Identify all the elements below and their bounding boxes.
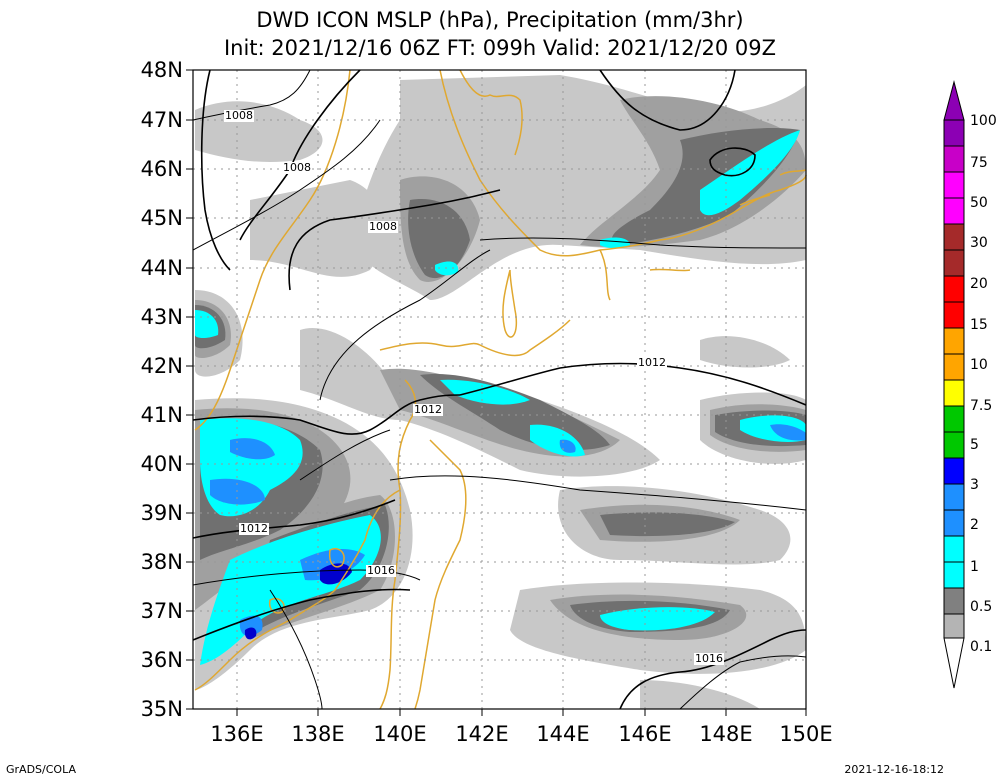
isobar-label: 1016 <box>694 652 724 665</box>
lat-label: 40N <box>140 452 183 476</box>
colorbar-label: 0.1 <box>970 639 993 655</box>
isobar-label: 1012 <box>413 403 443 416</box>
lat-label: 48N <box>140 58 183 82</box>
lat-label: 47N <box>140 108 183 132</box>
colorbar-top-arrow <box>943 80 965 121</box>
lon-label: 150E <box>779 722 833 746</box>
lat-label: 45N <box>140 206 183 230</box>
isobar-label: 1008 <box>282 161 312 174</box>
lon-label: 146E <box>618 722 672 746</box>
colorbar-label: 2 <box>970 517 979 533</box>
lon-label: 140E <box>373 722 427 746</box>
colorbar-label: 15 <box>970 317 988 333</box>
lat-label: 37N <box>140 599 183 623</box>
isobar-label: 1016 <box>366 564 396 577</box>
colorbar-label: 100 <box>970 113 997 129</box>
lon-label: 138E <box>291 722 345 746</box>
colorbar-label: 1 <box>970 559 979 575</box>
lat-label: 43N <box>140 305 183 329</box>
colorbar-label: 30 <box>970 235 988 251</box>
lat-label: 38N <box>140 550 183 574</box>
lat-label: 42N <box>140 354 183 378</box>
colorbar-bottom-arrow <box>943 637 965 689</box>
isobar-label: 1012 <box>239 522 269 535</box>
lon-label: 148E <box>699 722 753 746</box>
generation-timestamp: 2021-12-16-18:12 <box>844 763 944 776</box>
map-title-line1: DWD ICON MSLP (hPa), Precipitation (mm/3… <box>256 8 744 32</box>
colorbar-label: 5 <box>970 437 979 453</box>
isobar-label: 1008 <box>368 220 398 233</box>
colorbar-label: 75 <box>970 155 988 171</box>
map-title-line2: Init: 2021/12/16 06Z FT: 099h Valid: 202… <box>223 36 777 60</box>
colorbar-label: 7.5 <box>970 398 993 414</box>
colorbar-label: 50 <box>970 195 988 211</box>
isobar-label: 1012 <box>637 356 667 369</box>
lon-label: 142E <box>455 722 509 746</box>
colorbar-label: 0.5 <box>970 599 993 615</box>
lat-label: 39N <box>140 501 183 525</box>
colorbar-label: 3 <box>970 477 979 493</box>
lat-label: 36N <box>140 648 183 672</box>
software-credit: GrADS/COLA <box>6 763 76 776</box>
lat-label: 41N <box>140 403 183 427</box>
axis-ticks <box>186 69 807 716</box>
colorbar <box>943 80 965 689</box>
lat-label: 44N <box>140 256 183 280</box>
lat-lon-grid <box>193 70 806 709</box>
isobar-label: 1008 <box>224 109 254 122</box>
colorbar-label: 20 <box>970 276 988 292</box>
lat-label: 35N <box>140 697 183 721</box>
coastline <box>194 69 807 710</box>
map-frame <box>192 69 807 710</box>
lon-label: 136E <box>210 722 264 746</box>
lon-label: 144E <box>536 722 590 746</box>
colorbar-label: 10 <box>970 357 988 373</box>
lat-label: 46N <box>140 157 183 181</box>
precip-5-layer <box>244 563 352 640</box>
